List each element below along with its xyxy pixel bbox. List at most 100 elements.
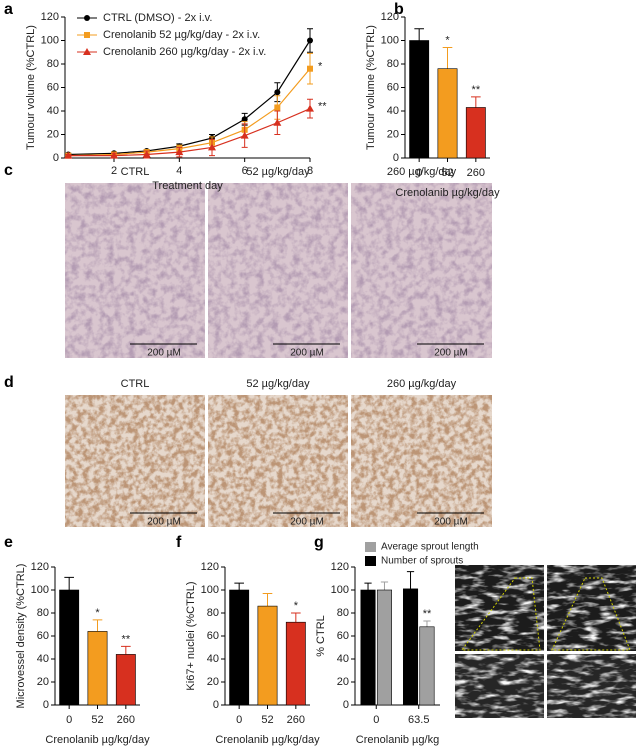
y-tick-label: 80 [337, 607, 349, 619]
x-tick-label: 52 [91, 714, 103, 726]
marker [208, 143, 216, 151]
y-tick-label: 80 [387, 58, 399, 70]
micrograph-texture [65, 183, 205, 358]
micrograph-texture [351, 395, 492, 527]
bar [409, 40, 430, 159]
y-tick-label: 40 [207, 653, 219, 665]
significance: * [445, 34, 450, 46]
marker [241, 116, 248, 123]
y-tick-label: 80 [47, 58, 59, 70]
error-bar [442, 47, 453, 69]
bar [376, 589, 392, 706]
error-bar [364, 582, 372, 590]
x-tick-label: 260 [467, 167, 485, 179]
micrograph-label: 52 µg/kg/day [246, 378, 310, 390]
y-tick-label: 20 [37, 676, 49, 688]
error-bar [64, 576, 74, 590]
y-tick-label: 60 [337, 630, 349, 642]
significance: ** [318, 101, 327, 113]
y-tick-label: 0 [213, 699, 219, 711]
y-tick-label: 120 [31, 561, 49, 573]
significance: * [95, 607, 100, 619]
x-tick-label: 260 [287, 714, 305, 726]
bar [465, 107, 486, 159]
panel-letter: g [314, 534, 324, 551]
scale-bar-label: 200 µM [290, 517, 324, 528]
y-tick-label: 0 [43, 699, 49, 711]
y-tick-label: 80 [207, 607, 219, 619]
micrograph-label: CTRL [121, 378, 150, 390]
y-tick-label: 0 [343, 699, 349, 711]
error-bar [423, 620, 431, 627]
sprout-texture [455, 654, 544, 718]
x-axis-label: Crenolanib µg/kg [356, 734, 439, 746]
bar [87, 631, 108, 706]
x-axis-label: Crenolanib µg/kg/day [395, 187, 500, 199]
legend-label: Crenolanib 260 µg/kg/day - 2x i.v. [103, 46, 266, 58]
scale-bar-label: 200 µM [147, 348, 181, 359]
micrograph-label: 52 µg/kg/day [246, 166, 310, 178]
legend-marker [84, 32, 90, 38]
y-tick-label: 20 [387, 128, 399, 140]
y-tick-label: 40 [37, 653, 49, 665]
y-tick-label: 100 [381, 34, 399, 46]
y-tick-label: 20 [47, 128, 59, 140]
error-bar [262, 592, 273, 607]
marker [307, 37, 313, 44]
x-tick-label: 8 [307, 165, 313, 177]
micrograph-label: 260 µg/kg/day [387, 378, 457, 390]
marker [142, 150, 151, 158]
legend-marker [84, 15, 90, 21]
bar [419, 626, 435, 706]
scale-bar-label: 200 µM [147, 517, 181, 528]
y-tick-label: 60 [47, 81, 59, 93]
scale-bar-label: 200 µM [434, 348, 468, 359]
error-bar [291, 612, 301, 623]
error-bar [121, 645, 131, 655]
error-bar [92, 619, 103, 632]
scale-bar-label: 200 µM [290, 348, 324, 359]
marker [64, 151, 73, 159]
x-tick-label: 260 [117, 714, 135, 726]
error-bar [471, 96, 481, 108]
legend-marker [83, 48, 91, 55]
x-tick-label: 63.5 [408, 714, 429, 726]
legend-label: Crenolanib 52 µg/kg/day - 2x i.v. [103, 29, 260, 41]
y-axis-label: Tumour volume (%CTRL) [25, 25, 37, 150]
y-tick-label: 120 [331, 561, 349, 573]
bar [360, 589, 376, 706]
y-tick-label: 60 [387, 81, 399, 93]
panel-letter: c [4, 162, 13, 179]
panel-letter: a [4, 1, 13, 18]
bar [229, 589, 250, 706]
micrograph-texture [65, 395, 205, 527]
sprout-texture [455, 565, 544, 651]
scale-bar-label: 200 µM [434, 517, 468, 528]
y-tick-label: 100 [41, 34, 59, 46]
marker [274, 89, 281, 96]
y-tick-label: 0 [393, 152, 399, 164]
significance: ** [122, 633, 131, 645]
x-tick-label: 52 [441, 167, 453, 179]
legend-label: Number of sprouts [381, 556, 463, 567]
y-axis-label: Tumour volume (%CTRL) [365, 25, 377, 150]
x-tick-label: 0 [66, 714, 72, 726]
significance: * [294, 600, 299, 612]
x-tick-label: 6 [242, 165, 248, 177]
y-tick-label: 20 [207, 676, 219, 688]
series-line [68, 40, 311, 156]
error-bar [380, 581, 389, 590]
zoom-outline [461, 577, 541, 651]
marker [307, 65, 313, 72]
panel-letter: e [4, 534, 13, 551]
micrograph-label: 260 µg/kg/day [387, 166, 457, 178]
series-line [68, 68, 311, 157]
micrograph-texture [208, 395, 348, 527]
x-tick-label: 0 [236, 714, 242, 726]
sprout-texture [547, 654, 636, 718]
y-tick-label: 40 [337, 653, 349, 665]
y-tick-label: 20 [337, 676, 349, 688]
y-tick-label: 120 [201, 561, 219, 573]
panel-letter: f [176, 534, 182, 551]
